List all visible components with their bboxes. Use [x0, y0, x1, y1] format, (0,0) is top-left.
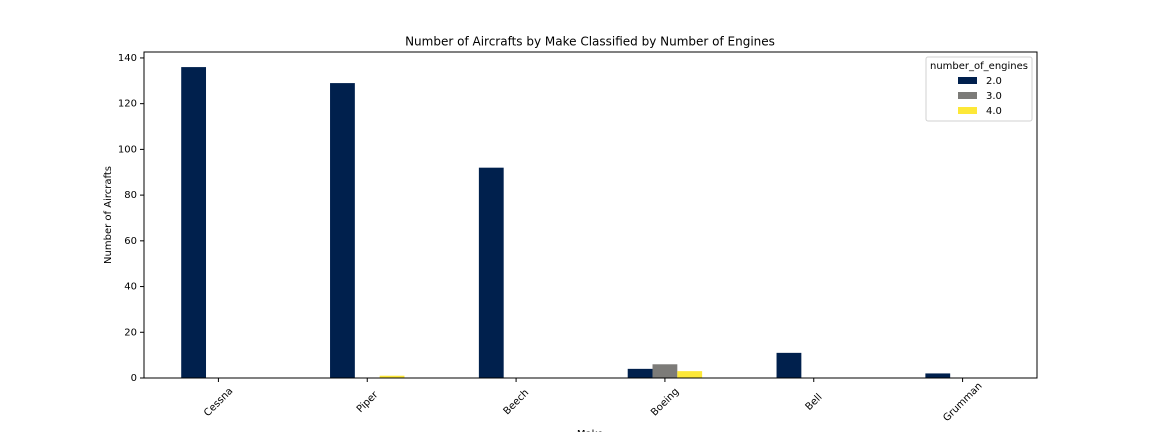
plot-frame — [143, 51, 1038, 379]
y-tick-label: 100 — [118, 144, 137, 155]
x-tick-label: Piper — [355, 389, 381, 415]
bar — [677, 371, 703, 378]
bar — [652, 364, 678, 378]
y-axis-label: Number of Aircrafts — [103, 166, 114, 264]
x-tick-label: Bell — [804, 392, 825, 413]
legend-swatch — [958, 77, 977, 84]
y-tick-label: 0 — [131, 373, 137, 384]
y-tick-label: 80 — [124, 190, 137, 201]
x-tick-label: Grumman — [941, 381, 984, 424]
x-tick-label: Boeing — [649, 386, 681, 418]
y-tick-label: 40 — [124, 282, 137, 293]
y-tick-label: 60 — [124, 236, 137, 247]
legend-label: 3.0 — [986, 91, 1002, 102]
bar — [925, 373, 951, 378]
y-tick-label: 120 — [118, 99, 137, 110]
chart-title: Number of Aircrafts by Make Classified b… — [405, 35, 775, 49]
legend-swatch — [958, 107, 977, 114]
legend-label: 2.0 — [986, 76, 1002, 87]
bar — [379, 375, 405, 378]
x-axis-label: Make — [577, 429, 603, 432]
legend-title: number_of_engines — [930, 61, 1028, 72]
bar — [181, 67, 207, 379]
y-tick-label: 140 — [118, 53, 137, 64]
legend-swatch — [958, 92, 977, 99]
y-tick-label: 20 — [124, 327, 137, 338]
bar — [330, 83, 355, 379]
bar — [478, 167, 504, 378]
bar — [776, 352, 802, 378]
legend-box — [925, 56, 1033, 122]
x-tick-label: Beech — [502, 387, 532, 417]
legend-label: 4.0 — [986, 106, 1002, 117]
x-tick-label: Cessna — [202, 386, 235, 419]
bar — [627, 368, 653, 378]
